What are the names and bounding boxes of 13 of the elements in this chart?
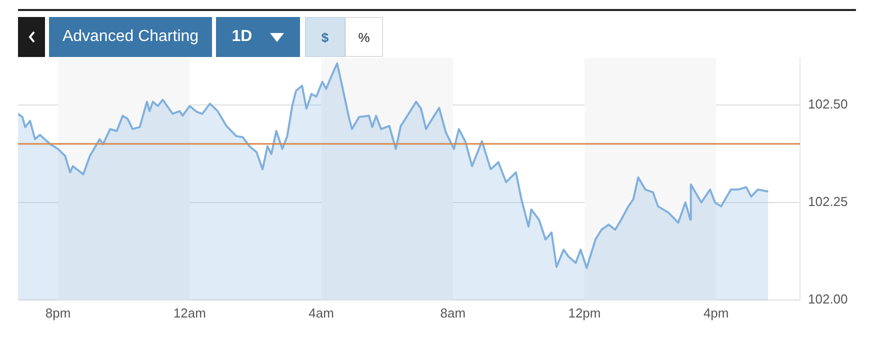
x-tick-label: 12pm (568, 305, 601, 320)
text: % (358, 30, 370, 44)
text: $ (321, 30, 329, 44)
x-tick-label: 8am (440, 305, 466, 320)
y-tick-label: 102.50 (808, 96, 848, 112)
text: 1D (232, 28, 252, 46)
x-tick-label: 8pm (45, 305, 71, 320)
x-tick-label: 12am (173, 305, 206, 320)
text: Advanced Charting (62, 28, 199, 46)
x-tick-label: 4am (308, 305, 334, 320)
y-tick-label: 102.00 (808, 292, 848, 307)
x-tick-label: 4pm (703, 305, 729, 320)
y-tick-label: 102.25 (808, 194, 848, 209)
